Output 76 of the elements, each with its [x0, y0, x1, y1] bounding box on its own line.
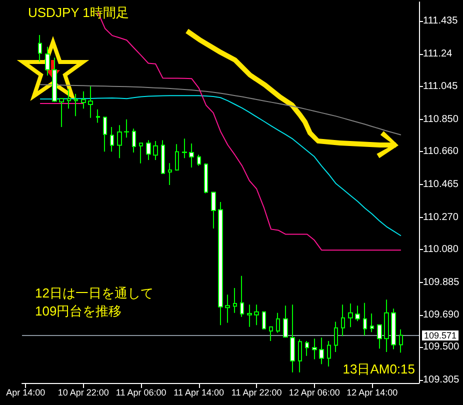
candlestick	[334, 321, 338, 352]
y-tick-label: 111.045	[423, 81, 458, 92]
candlestick	[312, 338, 317, 360]
candlestick	[348, 303, 353, 328]
y-tick-label: 110.850	[423, 114, 459, 126]
candlestick	[240, 275, 244, 318]
chart-title: USDJPY 1時間足	[28, 5, 129, 20]
candlestick	[146, 140, 151, 161]
candlestick	[153, 140, 158, 161]
candlestick	[67, 88, 71, 110]
candlestick	[45, 46, 50, 76]
candlestick	[168, 162, 172, 186]
candlestick	[197, 154, 201, 166]
candlestick	[211, 192, 216, 230]
candlestick	[124, 118, 129, 138]
candlestick	[377, 324, 382, 350]
candlestick	[283, 305, 288, 338]
candlestick	[204, 162, 208, 194]
candlestick	[96, 108, 100, 124]
candlestick	[305, 340, 309, 356]
y-tick-label: 110.080	[423, 244, 459, 255]
candlestick	[355, 305, 360, 322]
line-series	[40, 95, 402, 236]
y-tick-label: 109.885	[423, 276, 460, 288]
candlestick	[117, 124, 122, 159]
y-tick-label: 110.465	[423, 178, 459, 190]
candlestick	[319, 337, 324, 365]
candlestick	[298, 338, 302, 373]
candlestick	[74, 93, 78, 117]
y-tick-label: 109.690	[423, 310, 460, 321]
candlestick	[182, 138, 187, 159]
candlestick	[59, 98, 64, 128]
candlestick	[269, 326, 273, 342]
candlestick	[161, 140, 165, 175]
candlestick	[52, 57, 57, 102]
y-tick-label: 109.500	[423, 342, 460, 353]
y-tick-label: 110.660	[423, 146, 459, 158]
line-series	[40, 84, 402, 136]
candlestick	[88, 86, 93, 118]
candlestick	[139, 142, 143, 164]
candlestick	[189, 143, 194, 168]
x-tick-label: 12 Apr 06:00	[288, 388, 340, 398]
candlestick	[110, 126, 114, 152]
candlestick	[276, 312, 280, 334]
candlestick	[175, 144, 179, 172]
candlestick	[290, 304, 295, 373]
candlestick	[103, 116, 107, 152]
y-tick-label: 110.270	[423, 212, 459, 223]
candlestick	[38, 34, 42, 62]
candlestick	[341, 304, 345, 337]
x-tick-label: 11 Apr 06:00	[116, 388, 166, 398]
candlestick	[391, 308, 396, 350]
y-tick-label: 111.24	[423, 48, 453, 60]
annotation: 12日は一日を通して 109円台を推移	[35, 286, 154, 318]
candlestick	[218, 202, 223, 326]
candlestick	[327, 340, 331, 367]
candlestick	[247, 304, 252, 328]
candlestick	[254, 304, 259, 326]
candlestick	[225, 294, 230, 324]
candlestick	[399, 328, 403, 354]
candlestick	[384, 299, 389, 352]
y-tick-label: 111.435	[423, 15, 458, 26]
x-tick-label: Apr 14:00	[6, 388, 46, 398]
ref-line-label: 109.571	[424, 330, 457, 340]
x-tick-label: 12 Apr 14:00	[346, 388, 398, 398]
candlestick	[132, 128, 136, 153]
candlestick	[262, 310, 266, 330]
candlestick	[233, 288, 237, 314]
y-tick-label: 109.305	[423, 374, 460, 386]
candlestick	[363, 302, 367, 336]
x-tick-label: 10 Apr 22:00	[58, 388, 109, 398]
x-tick-label: 11 Apr 22:00	[231, 388, 282, 398]
candlestick	[370, 313, 374, 333]
candlestick	[81, 90, 86, 110]
x-tick-label: 11 Apr 14:00	[174, 388, 224, 398]
annotation: 13日AM0:15	[342, 362, 416, 376]
